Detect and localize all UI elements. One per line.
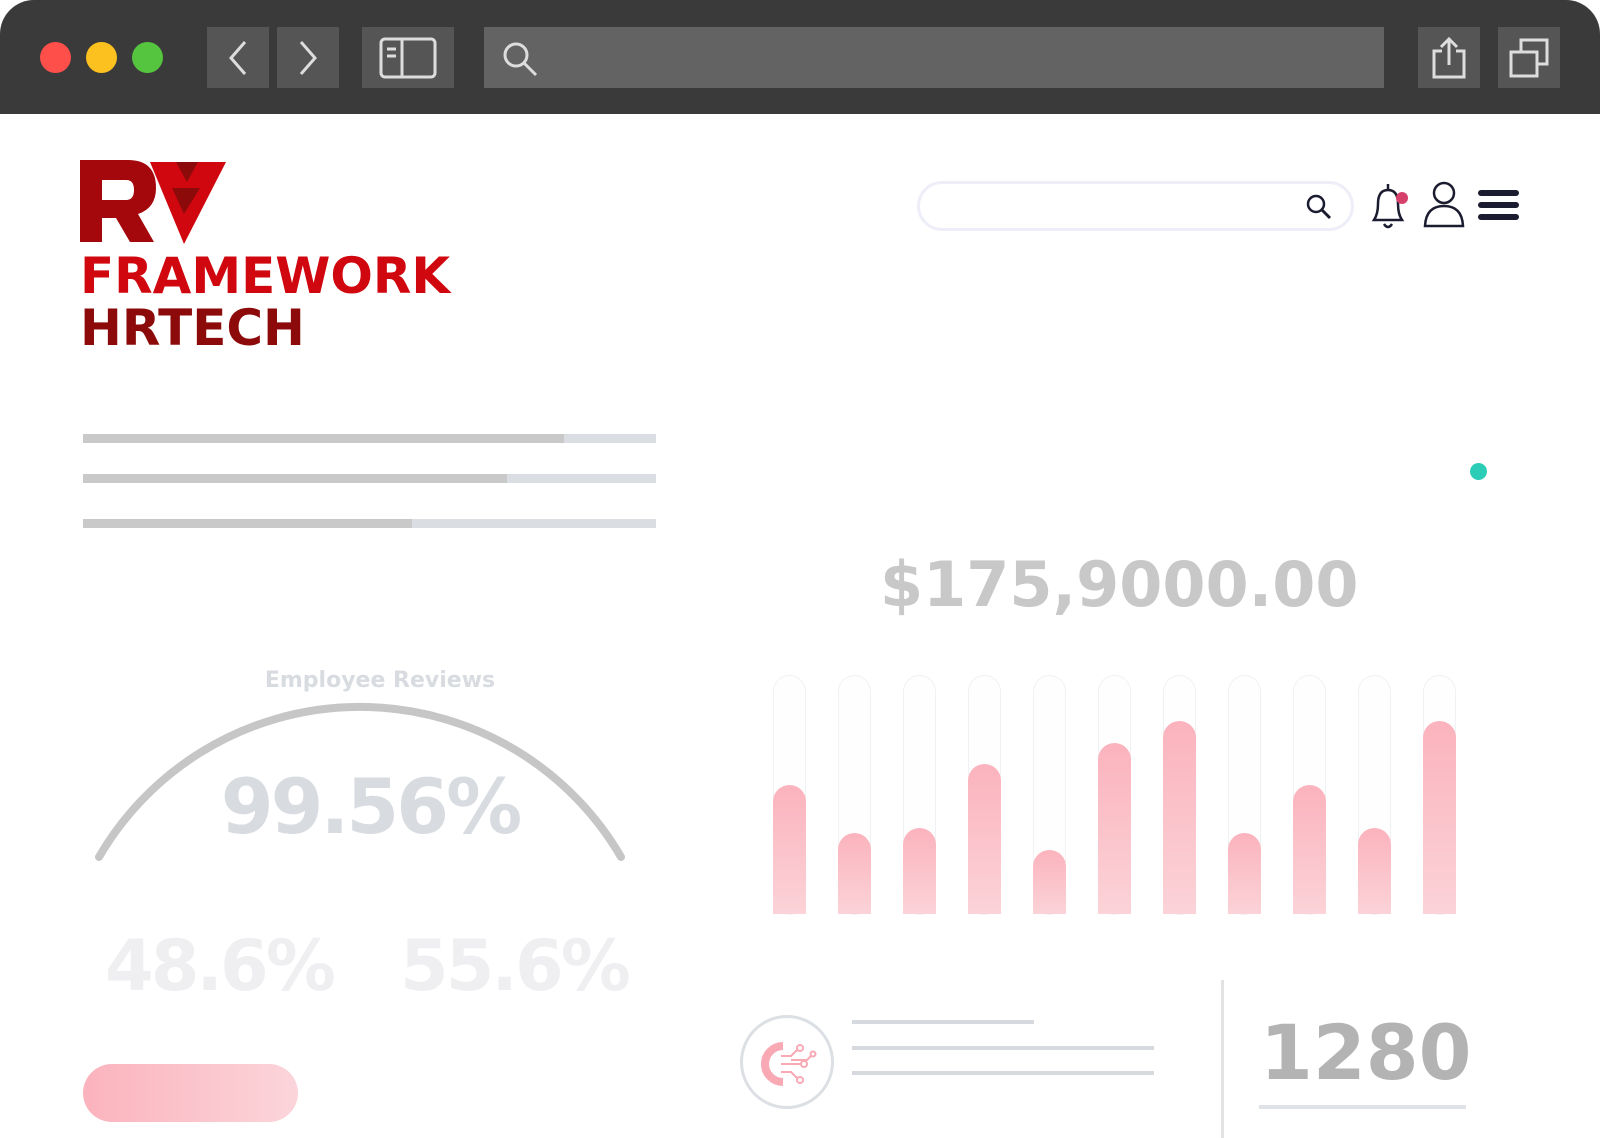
search-input[interactable] — [917, 181, 1354, 231]
divider — [1221, 980, 1224, 1138]
action-button[interactable] — [83, 1064, 298, 1122]
progress-bar — [83, 474, 656, 483]
revenue-amount: $175,9000.00 — [880, 548, 1359, 621]
progress-fill — [83, 519, 413, 528]
placeholder-line — [852, 1046, 1154, 1050]
logo-line2: HRTECH — [80, 299, 305, 357]
forward-icon — [299, 40, 317, 75]
count-underline — [1259, 1105, 1466, 1109]
bar — [1293, 785, 1326, 914]
bar-track — [1228, 675, 1261, 915]
share-icon — [1432, 36, 1466, 78]
gear-circuit-icon-circle — [740, 1015, 834, 1109]
logo: FRAMEWORK HRTECH — [80, 158, 450, 354]
bar-track — [773, 675, 806, 915]
progress-fill — [83, 474, 508, 483]
reviews-gauge-arc — [95, 702, 625, 861]
bar-track — [1033, 675, 1066, 915]
back-button[interactable] — [207, 27, 269, 88]
notification-dot — [1396, 192, 1408, 204]
bar-track — [1423, 675, 1456, 915]
progress-bar — [83, 519, 656, 528]
bar — [1033, 849, 1066, 914]
bar-track — [968, 675, 1001, 915]
browser-toolbar — [0, 0, 1600, 114]
bar — [1358, 828, 1391, 914]
sidebar-button[interactable] — [362, 27, 454, 88]
logo-line1: FRAMEWORK — [80, 247, 451, 305]
search-icon[interactable] — [1305, 193, 1333, 221]
bar — [1098, 742, 1131, 914]
bar — [1423, 721, 1456, 914]
bar — [838, 833, 871, 914]
logo-mark — [80, 160, 226, 244]
bar-track — [1358, 675, 1391, 915]
bar — [903, 828, 936, 914]
placeholder-line — [852, 1020, 1034, 1024]
summary-count: 1280 — [1260, 1008, 1472, 1097]
user-icon[interactable] — [1422, 180, 1466, 232]
progress-bar — [83, 434, 656, 443]
bar — [1228, 833, 1261, 914]
gear-circuit-icon — [761, 1042, 817, 1086]
sidebar-icon — [379, 37, 437, 78]
reviews-title: Employee Reviews — [264, 668, 496, 693]
bar — [1163, 721, 1196, 914]
address-bar[interactable] — [484, 27, 1384, 88]
search-icon — [503, 42, 538, 77]
maximize-button[interactable] — [132, 42, 163, 73]
bar-track — [903, 675, 936, 915]
bar-track — [1293, 675, 1326, 915]
bar-track — [1098, 675, 1131, 915]
back-icon — [229, 40, 247, 75]
tabs-button[interactable] — [1498, 27, 1560, 88]
bar-track — [838, 675, 871, 915]
left-stat: 48.6% — [105, 925, 336, 1007]
bar — [968, 764, 1001, 914]
notification-bell-icon[interactable] — [1368, 180, 1410, 232]
status-dot — [1470, 463, 1487, 480]
minimize-button[interactable] — [86, 42, 117, 73]
share-button[interactable] — [1418, 27, 1480, 88]
tabs-icon — [1509, 38, 1549, 77]
reviews-score: 99.56% — [220, 762, 523, 851]
bar — [773, 785, 806, 914]
progress-fill — [83, 434, 565, 443]
right-stat: 55.6% — [400, 925, 631, 1007]
close-button[interactable] — [40, 42, 71, 73]
hamburger-menu-icon[interactable] — [1477, 188, 1521, 224]
forward-button[interactable] — [277, 27, 339, 88]
bar-track — [1163, 675, 1196, 915]
placeholder-line — [852, 1071, 1154, 1075]
